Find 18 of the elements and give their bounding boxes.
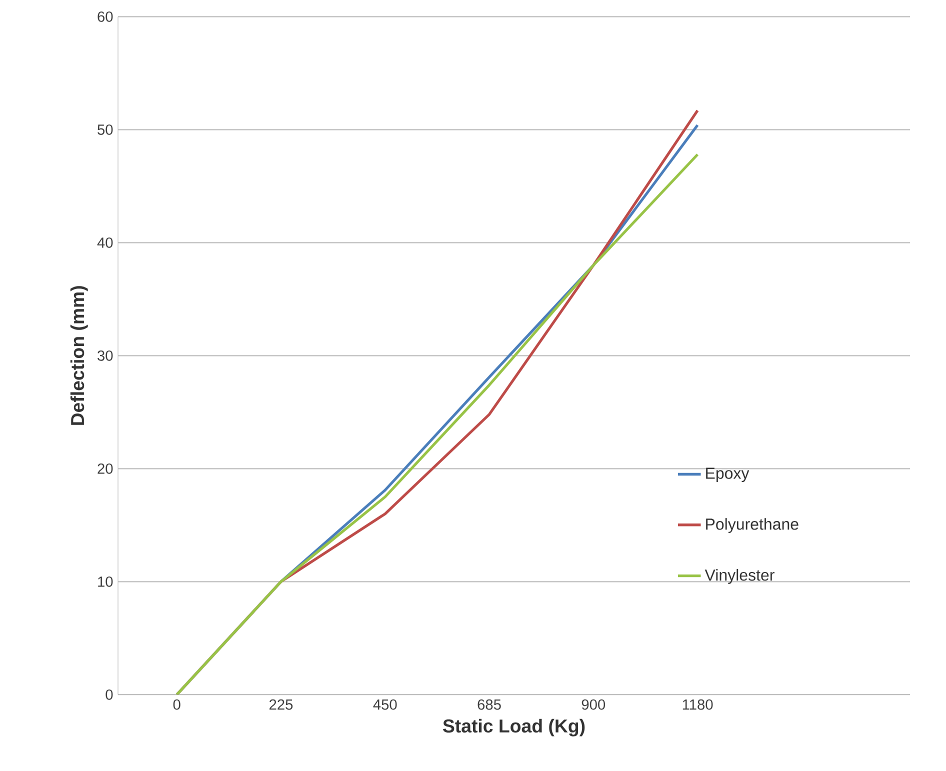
- x-tick-label: 685: [478, 699, 501, 710]
- y-tick-label: 50: [98, 124, 113, 135]
- x-tick-label: 1180: [682, 699, 713, 710]
- legend-label: Epoxy: [706, 468, 750, 482]
- legend-label: Vinylester: [704, 569, 774, 584]
- legend-label: Polyurethane: [706, 518, 798, 533]
- y-tick-label: 60: [98, 11, 113, 22]
- x-tick-label: 0: [173, 699, 180, 710]
- y-tick-label: 30: [98, 350, 113, 361]
- x-tick-label: 900: [582, 699, 606, 710]
- x-tick-label: 450: [373, 699, 397, 710]
- y-tick-label: 40: [97, 237, 113, 248]
- y-tick-label: 0: [106, 689, 113, 700]
- x-tick-label: 225: [269, 699, 293, 710]
- y-tick-label: 10: [98, 576, 113, 587]
- y-tick-label: 20: [98, 463, 113, 474]
- x-axis-title: Static Load (Kg): [442, 718, 585, 736]
- y-axis-title: Deflection (mm): [70, 286, 88, 425]
